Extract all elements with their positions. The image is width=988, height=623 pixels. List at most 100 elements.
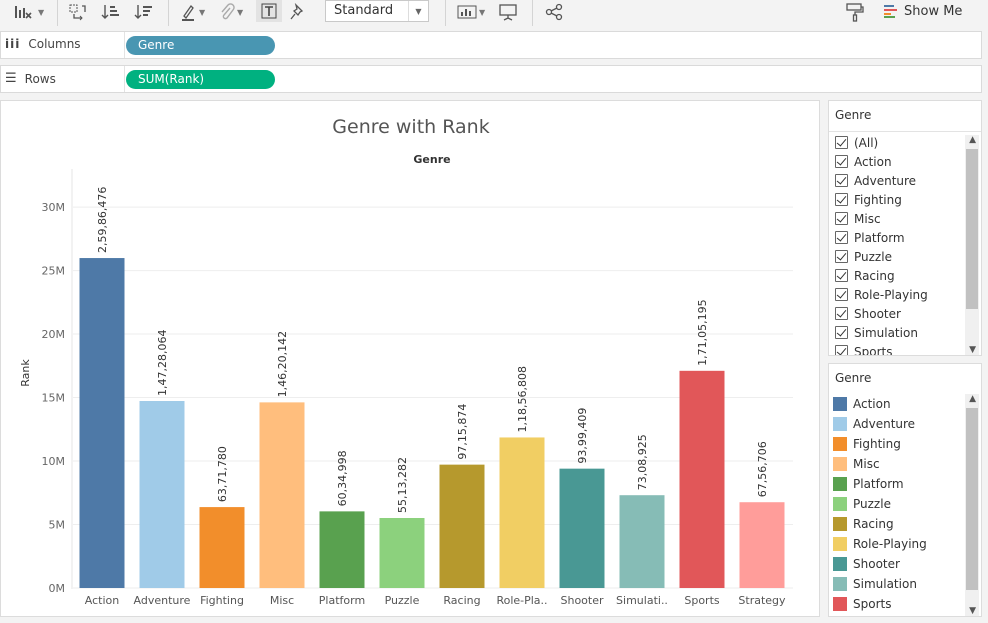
legend-item-label: Shooter [853,556,900,571]
bar-simulati[interactable] [619,495,665,588]
scroll-down-icon[interactable]: ▼ [969,345,976,355]
x-tick-label: Role-Pla.. [496,594,547,607]
checkbox-checked-icon[interactable] [835,212,848,225]
filter-item[interactable]: Fighting [835,190,902,209]
legend-item[interactable]: Sports [833,594,891,613]
columns-icon: iii [5,37,21,51]
legend-item[interactable]: Fighting [833,434,901,453]
checkbox-checked-icon[interactable] [835,288,848,301]
text-label-icon[interactable] [256,0,282,22]
bar-action[interactable] [79,258,125,588]
bar-adventure[interactable] [139,400,185,588]
legend-item[interactable]: Puzzle [833,494,891,513]
filter-item-label: Misc [854,211,881,226]
legend-item[interactable]: Platform [833,474,904,493]
filter-item[interactable]: Role-Playing [835,285,928,304]
toolbar: ▼ ▼ ▼ Standard ▼ ▼ Show Me [0,0,988,26]
filter-item-label: Role-Playing [854,287,928,302]
highlight-icon[interactable]: ▼ [181,2,205,22]
legend-item-label: Platform [853,476,904,491]
data-label: 93,99,409 [576,408,589,464]
filter-item-label: Fighting [854,192,902,207]
filter-item[interactable]: Misc [835,209,881,228]
filter-item[interactable]: Sports [835,342,893,356]
legend-item[interactable]: Role-Playing [833,534,927,553]
view-mode-select[interactable]: Standard ▼ [325,0,429,22]
scroll-down-icon[interactable]: ▼ [969,606,976,616]
swap-icon[interactable] [68,2,88,22]
legend-swatch [833,416,847,431]
legend-swatch [833,476,847,491]
shelf-divider [124,66,125,92]
chart-options-icon[interactable]: ▼ [14,2,44,22]
checkbox-checked-icon[interactable] [835,193,848,206]
legend-swatch [833,456,847,471]
presentation-icon[interactable] [498,2,518,22]
x-tick-label: Fighting [200,594,244,607]
paint-roller-icon[interactable] [845,2,865,22]
filter-item[interactable]: Simulation [835,323,918,342]
sum-rank-pill[interactable]: SUM(Rank) [126,70,275,89]
legend-item-label: Fighting [853,436,901,451]
legend-item[interactable]: Simulation [833,574,917,593]
chevron-down-icon[interactable]: ▼ [408,1,428,21]
bar-fighting[interactable] [199,507,245,588]
filter-item[interactable]: Puzzle [835,247,892,266]
scroll-thumb[interactable] [966,149,978,309]
filter-item[interactable]: Racing [835,266,895,285]
bar-sports[interactable] [679,370,725,588]
legend-item-label: Simulation [853,576,917,591]
legend-item[interactable]: Adventure [833,414,915,433]
bar-puzzle[interactable] [379,517,425,588]
genre-legend-card: Genre Action Adventure Fighting Misc Platfor… [828,363,982,617]
filter-scrollbar[interactable]: ▲ ▼ [965,135,979,355]
filter-item[interactable]: Shooter [835,304,901,323]
checkbox-checked-icon[interactable] [835,231,848,244]
bar-shooter[interactable] [559,468,605,588]
legend-scrollbar[interactable]: ▲ ▼ [965,394,979,616]
filter-item-label: Sports [854,344,893,356]
legend-item[interactable]: Racing [833,514,894,533]
bar-platform[interactable] [319,511,365,588]
scroll-up-icon[interactable]: ▲ [969,394,976,404]
legend-swatch [833,396,847,411]
rows-shelf[interactable]: ☰ Rows SUM(Rank) [0,65,982,93]
filter-item-label: Platform [854,230,905,245]
checkbox-checked-icon[interactable] [835,307,848,320]
legend-card-title: Genre [835,371,872,385]
view-mode-icon[interactable]: ▼ [457,2,485,22]
checkbox-checked-icon[interactable] [835,326,848,339]
checkbox-checked-icon[interactable] [835,269,848,282]
columns-shelf[interactable]: iii Columns Genre [0,31,982,59]
scroll-thumb[interactable] [966,408,978,590]
bar-role-pla[interactable] [499,437,545,588]
scroll-up-icon[interactable]: ▲ [969,135,976,145]
y-tick-label: 25M [42,265,66,278]
sort-descending-icon[interactable] [134,2,154,22]
checkbox-checked-icon[interactable] [835,174,848,187]
legend-item[interactable]: Misc [833,454,880,473]
filter-item[interactable]: Platform [835,228,905,247]
checkbox-checked-icon[interactable] [835,136,848,149]
filter-item[interactable]: (All) [835,133,878,152]
legend-item-label: Misc [853,456,880,471]
legend-item[interactable]: Shooter [833,554,900,573]
checkbox-checked-icon[interactable] [835,250,848,263]
filter-item[interactable]: Action [835,152,892,171]
pin-icon[interactable] [290,2,306,22]
sort-ascending-icon[interactable] [101,2,121,22]
paperclip-icon[interactable]: ▼ [219,2,243,22]
legend-item[interactable]: Action [833,394,891,413]
checkbox-checked-icon[interactable] [835,345,848,355]
show-me-button[interactable]: Show Me [884,2,962,20]
data-label: 67,56,706 [756,441,769,497]
genre-pill[interactable]: Genre [126,36,275,55]
filter-item[interactable]: Adventure [835,171,916,190]
share-icon[interactable] [544,2,564,22]
y-tick-label: 15M [42,392,66,405]
data-label: 97,15,874 [456,404,469,460]
bar-misc[interactable] [259,402,305,588]
bar-strategy[interactable] [739,502,785,588]
bar-racing[interactable] [439,464,485,588]
checkbox-checked-icon[interactable] [835,155,848,168]
